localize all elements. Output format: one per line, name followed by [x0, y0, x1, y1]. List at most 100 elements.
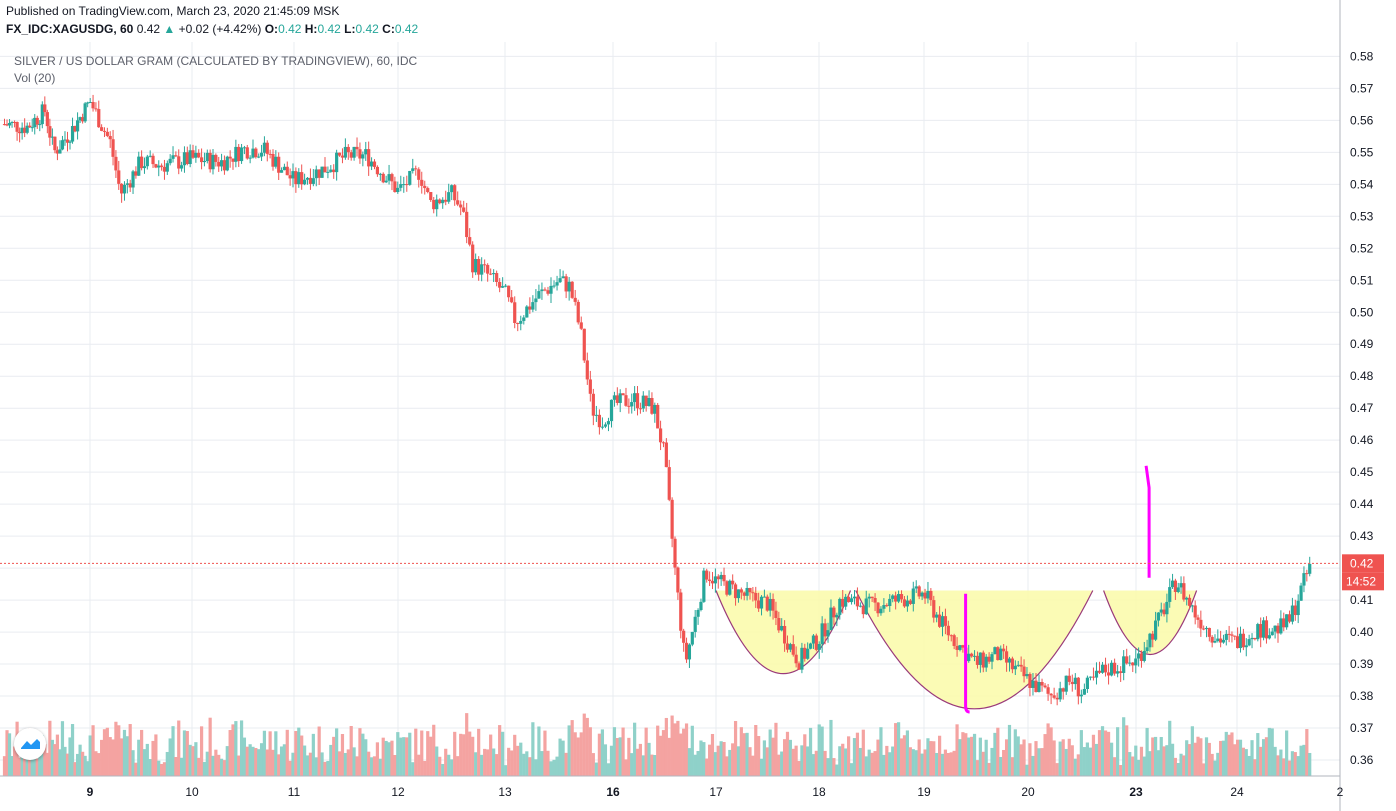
candle-body	[1204, 627, 1209, 630]
candle-body	[285, 166, 289, 176]
candle-body	[105, 131, 109, 136]
volume-bar	[1153, 736, 1158, 776]
volume-bar	[762, 740, 767, 776]
candle-body	[882, 605, 886, 609]
volume-bar	[573, 732, 577, 776]
volume-bar	[1168, 720, 1172, 776]
volume-bar	[1219, 740, 1223, 776]
volume-bar	[340, 734, 345, 776]
volume-bar	[414, 728, 418, 776]
tradingview-logo-icon[interactable]	[14, 728, 46, 760]
candle-body	[168, 158, 172, 164]
candle-body	[48, 126, 52, 138]
volume-bar	[911, 749, 915, 776]
volume-bar	[507, 747, 511, 776]
volume-bar	[940, 753, 945, 776]
x-tick-label: 2	[1337, 785, 1344, 799]
volume-bar	[894, 723, 898, 776]
candle-body	[838, 598, 842, 615]
volume-bar	[125, 736, 129, 776]
candle-body	[1137, 653, 1141, 659]
volume-bar	[285, 729, 289, 776]
candle-body	[1170, 580, 1175, 588]
volume-bar	[1061, 739, 1065, 776]
volume-legend[interactable]: Vol (20)	[14, 71, 56, 85]
volume-bar	[768, 729, 772, 776]
candle-body	[254, 148, 258, 158]
published-line: Published on TradingView.com, March 23, …	[6, 4, 340, 18]
candle-body	[519, 320, 523, 324]
volume-bar	[567, 725, 571, 776]
candle-body	[297, 172, 301, 185]
volume-bar	[1022, 739, 1026, 776]
candle-body	[91, 102, 95, 109]
volume-bar	[462, 734, 466, 776]
candle-body	[1013, 665, 1017, 670]
candle-body	[120, 183, 124, 194]
volume-bar	[251, 746, 255, 776]
candle-body	[1287, 614, 1292, 622]
candle-body	[459, 204, 463, 208]
candle-body	[148, 155, 152, 157]
candle-body	[1185, 597, 1189, 600]
volume-bar	[504, 765, 508, 776]
candle-body	[1173, 580, 1177, 592]
volume-bar	[191, 746, 195, 776]
volume-bar	[1182, 755, 1186, 776]
y-tick-label: 0.55	[1350, 145, 1374, 159]
volume-bar	[411, 762, 415, 776]
candle-body	[402, 184, 406, 186]
x-tick-label: 16	[606, 785, 620, 799]
candle-body	[832, 607, 836, 618]
volume-bar	[993, 732, 997, 776]
candle-body	[483, 264, 487, 266]
candle-body	[908, 600, 912, 604]
volume-bar	[782, 739, 787, 776]
candle-body	[20, 127, 24, 134]
candle-body	[53, 136, 57, 151]
volume-bar	[591, 753, 595, 776]
y-tick-label: 0.46	[1350, 433, 1374, 447]
volume-bar	[996, 727, 1000, 776]
volume-bar	[510, 750, 514, 776]
candle-body	[94, 108, 98, 110]
volume-bar	[1227, 734, 1231, 776]
candle-body	[1165, 601, 1169, 615]
candle-body	[996, 647, 1000, 661]
volume-bar	[43, 744, 47, 776]
volume-bar	[142, 749, 147, 776]
candle-body	[952, 635, 956, 646]
candle-body	[23, 127, 27, 133]
volume-bar	[938, 735, 942, 776]
volume-bar	[673, 723, 677, 776]
candle-body	[891, 595, 895, 599]
candle-body	[323, 166, 327, 173]
volume-bar	[222, 760, 227, 776]
candle-body	[367, 149, 371, 167]
candle-body	[561, 276, 565, 279]
candle-body	[340, 155, 345, 158]
volume-bar	[838, 746, 842, 776]
volume-bar	[806, 746, 810, 776]
volume-bar	[1202, 763, 1206, 776]
volume-bar	[171, 726, 175, 776]
last-price-tag	[1342, 554, 1384, 573]
candle-body	[25, 125, 29, 133]
candle-body	[1139, 653, 1144, 661]
candle-body	[794, 654, 798, 664]
volume-bar	[858, 747, 862, 776]
volume-bar	[438, 756, 442, 776]
volume-bar	[879, 727, 883, 776]
volume-bar	[670, 715, 674, 776]
series-legend[interactable]: SILVER / US DOLLAR GRAM (CALCULATED BY T…	[14, 54, 418, 68]
volume-bar	[1305, 729, 1309, 776]
volume-bar	[1085, 742, 1089, 776]
volume-bar	[609, 745, 614, 776]
volume-bar	[664, 717, 668, 776]
candle-body	[1302, 573, 1306, 586]
volume-bar	[1279, 749, 1283, 776]
candle-body	[555, 282, 559, 286]
x-tick-label: 18	[812, 785, 826, 799]
candle-body	[736, 589, 741, 599]
